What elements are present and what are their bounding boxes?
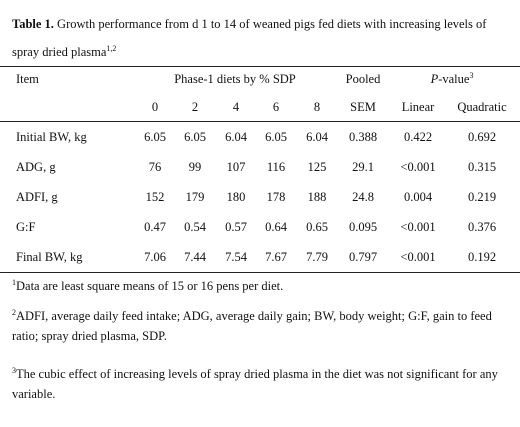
row-value: 6.05	[265, 130, 287, 144]
level-2: 2	[191, 100, 199, 114]
row-sem: 29.1	[352, 160, 374, 174]
row-value: 116	[266, 160, 286, 174]
header-pvalue: P-value3	[430, 70, 474, 87]
header-item: Item	[16, 72, 39, 86]
row-value: 180	[226, 190, 246, 204]
row-value: 7.79	[306, 250, 328, 264]
pvalue-p: P	[430, 72, 439, 86]
row-quadratic: 0.376	[467, 220, 497, 234]
row-value: 178	[266, 190, 286, 204]
row-value: 107	[226, 160, 246, 174]
row-value: 6.05	[184, 130, 206, 144]
header-linear: Linear	[401, 100, 435, 114]
caption-superscript: 1,2	[106, 43, 117, 53]
row-quadratic: 0.219	[467, 190, 497, 204]
header-quadratic: Quadratic	[457, 100, 507, 114]
header-diet-group: Phase-1 diets by % SDP	[174, 72, 296, 86]
top-rule	[0, 66, 520, 67]
row-quadratic: 0.315	[467, 160, 497, 174]
header-sem: SEM	[350, 100, 376, 114]
row-item: G:F	[16, 220, 36, 234]
row-linear: 0.422	[403, 130, 433, 144]
row-item: ADFI, g	[16, 190, 58, 204]
row-value: 0.57	[225, 220, 247, 234]
caption-text: Growth performance from d 1 to 14 of wea…	[12, 17, 487, 59]
footnote-mark: 2	[12, 307, 16, 317]
row-value: 0.65	[306, 220, 328, 234]
row-value: 99	[188, 160, 202, 174]
row-value: 0.64	[265, 220, 287, 234]
pvalue-rest: -value	[438, 72, 470, 86]
row-value: 7.67	[265, 250, 287, 264]
level-4: 4	[232, 100, 240, 114]
footnote-mark: 3	[12, 365, 16, 375]
row-quadratic: 0.192	[467, 250, 497, 264]
row-value: 125	[307, 160, 327, 174]
row-value: 152	[145, 190, 165, 204]
row-sem: 24.8	[352, 190, 374, 204]
footnote-2: 2ADFI, average daily feed intake; ADG, a…	[12, 306, 512, 346]
row-value: 6.04	[306, 130, 328, 144]
footnote-text: The cubic effect of increasing levels of…	[12, 367, 498, 401]
footnote-1: 1Data are least square means of 15 or 16…	[12, 276, 512, 296]
footnote-3: 3The cubic effect of increasing levels o…	[12, 364, 512, 404]
row-sem: 0.095	[348, 220, 378, 234]
row-item: Initial BW, kg	[16, 130, 87, 144]
row-item: ADG, g	[16, 160, 56, 174]
table-label: Table 1.	[12, 17, 54, 31]
header-pooled: Pooled	[345, 72, 381, 86]
row-item: Final BW, kg	[16, 250, 83, 264]
row-linear: <0.001	[400, 220, 436, 234]
row-sem: 0.797	[348, 250, 378, 264]
row-value: 0.47	[144, 220, 166, 234]
table-caption: Table 1. Growth performance from d 1 to …	[12, 10, 512, 66]
row-value: 7.54	[225, 250, 247, 264]
row-sem: 0.388	[348, 130, 378, 144]
footnote-mark: 1	[12, 277, 16, 287]
row-value: 6.04	[225, 130, 247, 144]
footnote-text: ADFI, average daily feed intake; ADG, av…	[12, 309, 492, 343]
row-value: 7.06	[144, 250, 166, 264]
row-linear: 0.004	[403, 190, 433, 204]
header-rule	[0, 121, 520, 122]
pvalue-superscript: 3	[469, 70, 474, 80]
row-value: 0.54	[184, 220, 206, 234]
row-quadratic: 0.692	[467, 130, 497, 144]
bottom-rule	[0, 272, 520, 273]
row-value: 179	[185, 190, 205, 204]
level-0: 0	[151, 100, 159, 114]
row-value: 7.44	[184, 250, 206, 264]
footnote-text: Data are least square means of 15 or 16 …	[16, 279, 284, 293]
row-linear: <0.001	[400, 250, 436, 264]
row-value: 6.05	[144, 130, 166, 144]
row-value: 76	[148, 160, 162, 174]
level-6: 6	[272, 100, 280, 114]
level-8: 8	[313, 100, 321, 114]
row-value: 188	[307, 190, 327, 204]
row-linear: <0.001	[400, 160, 436, 174]
